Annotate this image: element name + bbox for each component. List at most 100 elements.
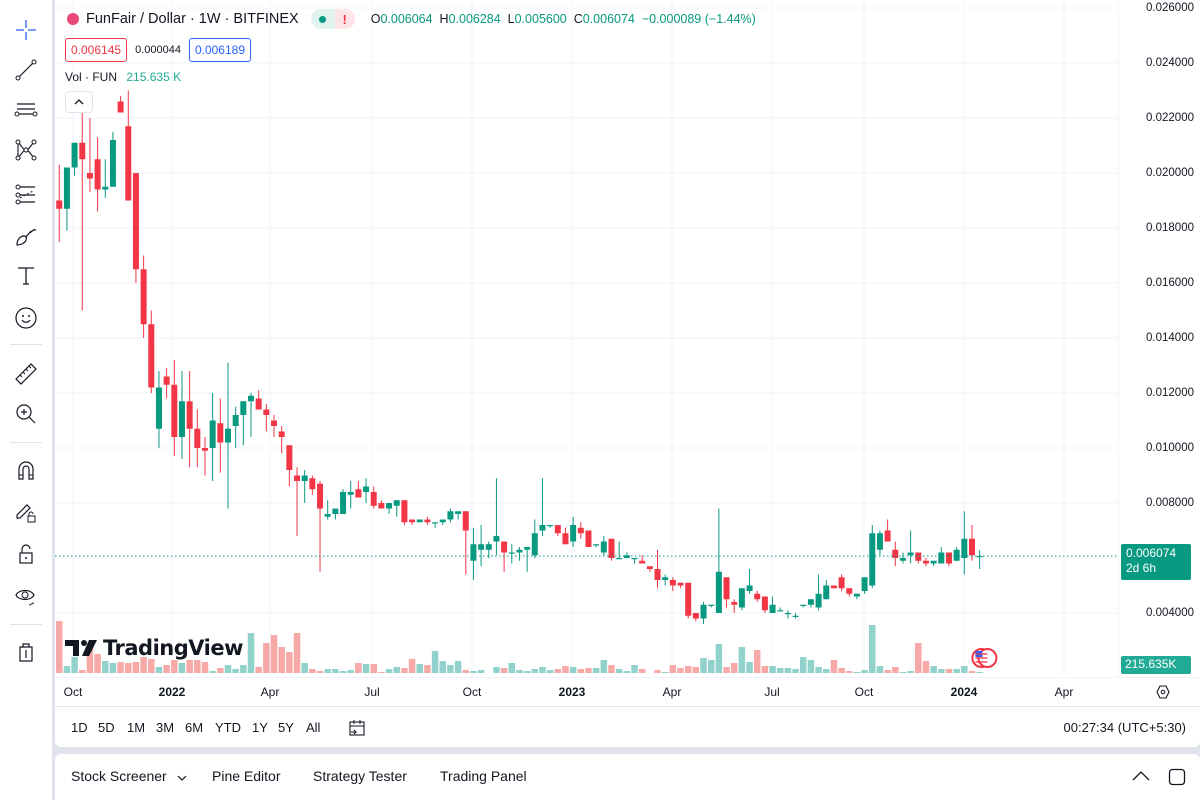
candle [853,593,860,597]
candle [554,525,561,534]
maximize-icon[interactable] [1168,768,1186,786]
icons-tool[interactable] [8,300,44,336]
tradingview-watermark: TradingView [65,636,243,660]
brush-tool[interactable] [8,218,44,254]
tab-stock-screener[interactable]: Stock Screener [71,768,167,784]
volume-bar [976,672,983,673]
trend-line-icon [15,59,37,81]
text-tool[interactable] [8,258,44,294]
volume-bar [247,633,255,673]
volume-bar [447,665,454,673]
tab-strategy-tester[interactable]: Strategy Tester [313,768,407,784]
stay-drawing-tool[interactable] [8,494,44,530]
volume-bar [293,633,301,673]
volume-bar [94,654,101,673]
volume-bar [945,669,953,673]
range-1d-button[interactable]: 1D [71,720,88,735]
measure-tool[interactable] [8,356,44,392]
candle [508,552,515,554]
range-ytd-button[interactable]: YTD [215,720,241,735]
volume-bar [615,669,623,673]
volume-bar [623,671,631,673]
volume-bar [654,670,661,673]
range-3m-button[interactable]: 3M [156,720,175,735]
fib-icon [15,184,35,205]
volume-bar [784,668,792,673]
candle [194,428,201,448]
candle [317,483,324,509]
candle [677,582,684,586]
market-status[interactable]: ! [310,9,355,29]
candle [439,519,446,523]
candle [861,577,868,591]
volume-bar [846,671,853,673]
range-1m-button[interactable]: 1M [127,720,146,735]
bottom-panel: Stock Screener Pine Editor Strategy Test… [55,754,1200,800]
time-axis[interactable]: Oct 2022 Apr Jul Oct 2023 Apr Jul Oct 2024 Apr [55,677,1200,705]
sell-button[interactable]: 0.006145 [65,38,128,62]
time-tick: Jul [764,685,780,699]
text-icon [18,267,34,285]
trend-line-tool[interactable] [8,52,44,88]
candle [823,585,830,600]
chevron-up-icon[interactable] [1132,771,1150,781]
tab-trading-panel[interactable]: Trading Panel [440,768,527,784]
watermark-text: TradingView [103,636,243,660]
volume-bar [715,644,723,673]
candlestick-chart[interactable] [55,0,1118,677]
toolbar-divider [10,344,42,345]
remove-tool[interactable] [8,634,44,670]
volume-bar [592,668,600,673]
candle [654,569,661,580]
patterns-tool[interactable] [8,132,44,168]
candle [416,519,423,523]
collapse-legend-button[interactable] [65,91,93,113]
volume-bar [201,662,209,673]
volume-legend[interactable]: Vol · FUN 215.635 K [65,70,756,84]
magnet-tool[interactable] [8,452,44,488]
chevron-down-icon[interactable] [177,775,187,781]
candle [531,533,538,556]
go-to-date-icon[interactable] [347,718,367,738]
range-5d-button[interactable]: 5D [98,720,115,735]
candle [884,530,891,542]
volume-bar [56,621,63,673]
settings-icon[interactable] [1155,684,1171,700]
volume-bar [884,670,891,673]
symbol-title[interactable]: FunFair / Dollar · 1W · BITFINEX [86,11,299,27]
volume-bar [186,660,193,673]
lock-tool[interactable] [8,536,44,572]
volume-bar [539,667,546,673]
buy-button[interactable]: 0.006189 [188,38,252,62]
range-6m-button[interactable]: 6M [185,720,204,735]
tab-pine-editor[interactable]: Pine Editor [212,768,281,784]
change-value: −0.000089 (−1.44%) [641,12,756,26]
range-all-button[interactable]: All [306,720,321,735]
volume-bar [347,670,354,673]
volume-bar [194,660,201,673]
plot-area[interactable]: TradingView FunFair / Dollar · 1W · BITF… [55,0,1118,677]
candle [224,428,231,443]
price-axis[interactable]: 0.026000 0.024000 0.022000 0.020000 0.01… [1118,0,1200,677]
range-1y-button[interactable]: 1Y [252,720,268,735]
low-value: 0.005600 [514,12,567,26]
lines-tool[interactable] [8,92,44,128]
volume-bar [746,662,753,673]
market-open-indicator [310,9,335,29]
volume-bar [316,671,324,673]
volume-bar [470,671,477,673]
fib-tool[interactable] [8,176,44,212]
volume-bar [117,662,124,673]
hide-drawings-tool[interactable] [8,578,44,614]
volume-bar [516,670,523,673]
candle [807,599,814,605]
volume-bar [86,647,94,673]
candle [623,555,630,558]
timezone-clock[interactable]: 00:27:34 (UTC+5:30) [1063,720,1186,735]
time-tick: Apr [260,685,280,699]
crosshair-tool[interactable] [8,12,44,48]
candle [938,552,945,564]
range-5y-button[interactable]: 5Y [278,720,294,735]
ruler-icon [15,363,37,385]
zoom-tool[interactable] [8,396,44,432]
